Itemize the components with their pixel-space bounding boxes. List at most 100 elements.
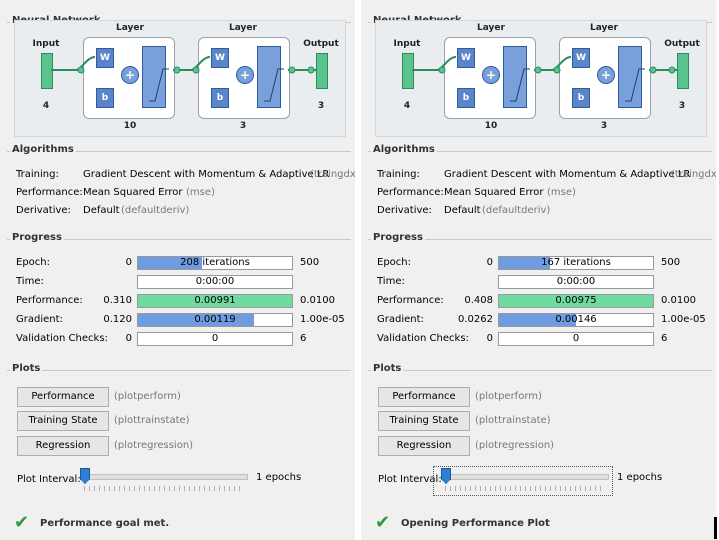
output-size: 3 — [678, 101, 686, 111]
plots-section-title: Plots — [10, 363, 43, 374]
progress-row-label: Validation Checks: — [16, 333, 108, 344]
plots-section-title: Plots — [371, 363, 404, 374]
progress-section: Progress — [368, 232, 712, 352]
progress-bar: 0:00:00 — [137, 275, 293, 289]
plots-section: Plots — [368, 363, 712, 501]
training-value: Gradient Descent with Momentum & Adaptiv… — [83, 169, 330, 180]
progress-bar: 0:00:00 — [498, 275, 654, 289]
progress-bar-text: 0.00975 — [555, 295, 597, 306]
progress-row-end: 6 — [300, 333, 307, 344]
algorithms-section-title: Algorithms — [10, 144, 76, 155]
progress-bar: 0.00146 — [498, 313, 654, 327]
plot-performance-button[interactable]: Performance — [17, 387, 109, 407]
progress-row-label: Gradient: — [377, 314, 424, 325]
plots-section: Plots — [7, 363, 351, 501]
layer1-box: W b + — [83, 37, 175, 119]
output-block — [316, 53, 328, 89]
derivative-value: Default — [83, 205, 120, 216]
progress-row-start: 0.120 — [103, 314, 132, 325]
input-label: Input — [393, 39, 421, 49]
progress-row-end: 1.00e-05 — [300, 314, 345, 325]
right-panel-slot: Neural Network Input 4 Layer W b + 10 La… — [361, 0, 716, 540]
layer2-bias: b — [211, 88, 229, 108]
output-label: Output — [303, 39, 339, 49]
plot-regression-button[interactable]: Regression — [378, 436, 470, 456]
layer2-box: W b + — [559, 37, 651, 119]
derivative-fn: (defaultderiv) — [121, 205, 190, 216]
plot-regression-button[interactable]: Regression — [17, 436, 109, 456]
network-connectors — [51, 56, 316, 102]
layer2-transfer — [618, 46, 642, 108]
progress-bar-fill — [499, 257, 551, 269]
plot-interval-label: Plot Interval: — [378, 474, 442, 485]
plot-regression-fn: (plotregression) — [114, 440, 194, 451]
progress-bar: 0.00991 — [137, 294, 293, 308]
progress-bar-fill — [499, 295, 653, 307]
plot-interval-track[interactable] — [80, 474, 248, 480]
progress-row-start: 0 — [125, 333, 132, 344]
progress-row-label: Performance: — [16, 295, 83, 306]
progress-row-label: Performance: — [377, 295, 444, 306]
network-diagram: Input 4 Layer W b + 10 Layer W b + 3 Out… — [375, 20, 707, 137]
progress-section-title: Progress — [10, 232, 64, 243]
plot-trainstate-button[interactable]: Training State — [17, 411, 109, 431]
checkmark-icon: ✔ — [14, 512, 30, 533]
progress-bar: 0.00119 — [137, 313, 293, 327]
progress-bar-text: 0.00991 — [194, 295, 236, 306]
plot-performance-button[interactable]: Performance — [378, 387, 470, 407]
layer1-label: Layer — [477, 23, 505, 33]
layer2-label: Layer — [229, 23, 257, 33]
plot-interval-thumb[interactable] — [80, 468, 90, 484]
algorithms-section-title: Algorithms — [371, 144, 437, 155]
progress-row-label: Gradient: — [16, 314, 63, 325]
progress-bar-fill — [138, 295, 292, 307]
progress-bar-text: 208 iterations — [180, 257, 250, 268]
layer2-box: W b + — [198, 37, 290, 119]
plot-trainstate-fn: (plottrainstate) — [114, 415, 190, 426]
input-size: 4 — [403, 101, 411, 111]
plot-performance-fn: (plotperform) — [114, 391, 181, 402]
algorithms-section: Algorithms — [368, 144, 712, 224]
layer2-size: 3 — [600, 121, 608, 131]
progress-row-start: 0.310 — [103, 295, 132, 306]
progress-bar-text: 0 — [211, 333, 219, 344]
progress-row-start: 0.0262 — [458, 314, 493, 325]
progress-section: Progress — [7, 232, 351, 352]
input-block — [402, 53, 414, 89]
progress-row-label: Time: — [377, 276, 405, 287]
progress-row-label: Time: — [16, 276, 44, 287]
layer2-bias: b — [572, 88, 590, 108]
output-block — [677, 53, 689, 89]
progress-bar-fill — [138, 257, 203, 269]
layer2-transfer — [257, 46, 281, 108]
plot-trainstate-button[interactable]: Training State — [378, 411, 470, 431]
progress-bar: 0 — [498, 332, 654, 346]
layer1-transfer — [142, 46, 166, 108]
plot-trainstate-fn: (plottrainstate) — [475, 415, 551, 426]
layer2-sum: + — [236, 66, 254, 84]
progress-bar-text: 0 — [572, 333, 580, 344]
text-cursor — [714, 517, 717, 539]
layer1-size: 10 — [123, 121, 137, 131]
checkmark-icon: ✔ — [375, 512, 391, 533]
layer2-label: Layer — [590, 23, 618, 33]
progress-bar-fill — [499, 314, 576, 326]
plot-regression-fn: (plotregression) — [475, 440, 555, 451]
progress-row-end: 500 — [661, 257, 681, 268]
progress-row-end: 1.00e-05 — [661, 314, 706, 325]
plot-interval-ticks — [84, 486, 244, 491]
layer1-bias: b — [96, 88, 114, 108]
performance-fn: (mse) — [547, 187, 576, 198]
layer1-sum: + — [482, 66, 500, 84]
plot-interval-ticks — [445, 486, 605, 491]
training-value: Gradient Descent with Momentum & Adaptiv… — [444, 169, 691, 180]
progress-bar: 0.00975 — [498, 294, 654, 308]
plot-interval-thumb[interactable] — [441, 468, 451, 484]
plot-interval-value: 1 epochs — [256, 472, 302, 483]
derivative-label: Derivative: — [377, 205, 432, 216]
progress-row-end: 0.0100 — [300, 295, 335, 306]
progress-row-start: 0 — [486, 257, 493, 268]
plot-interval-track[interactable] — [441, 474, 609, 480]
progress-row-start: 0 — [486, 333, 493, 344]
progress-bar: 208 iterations — [137, 256, 293, 270]
